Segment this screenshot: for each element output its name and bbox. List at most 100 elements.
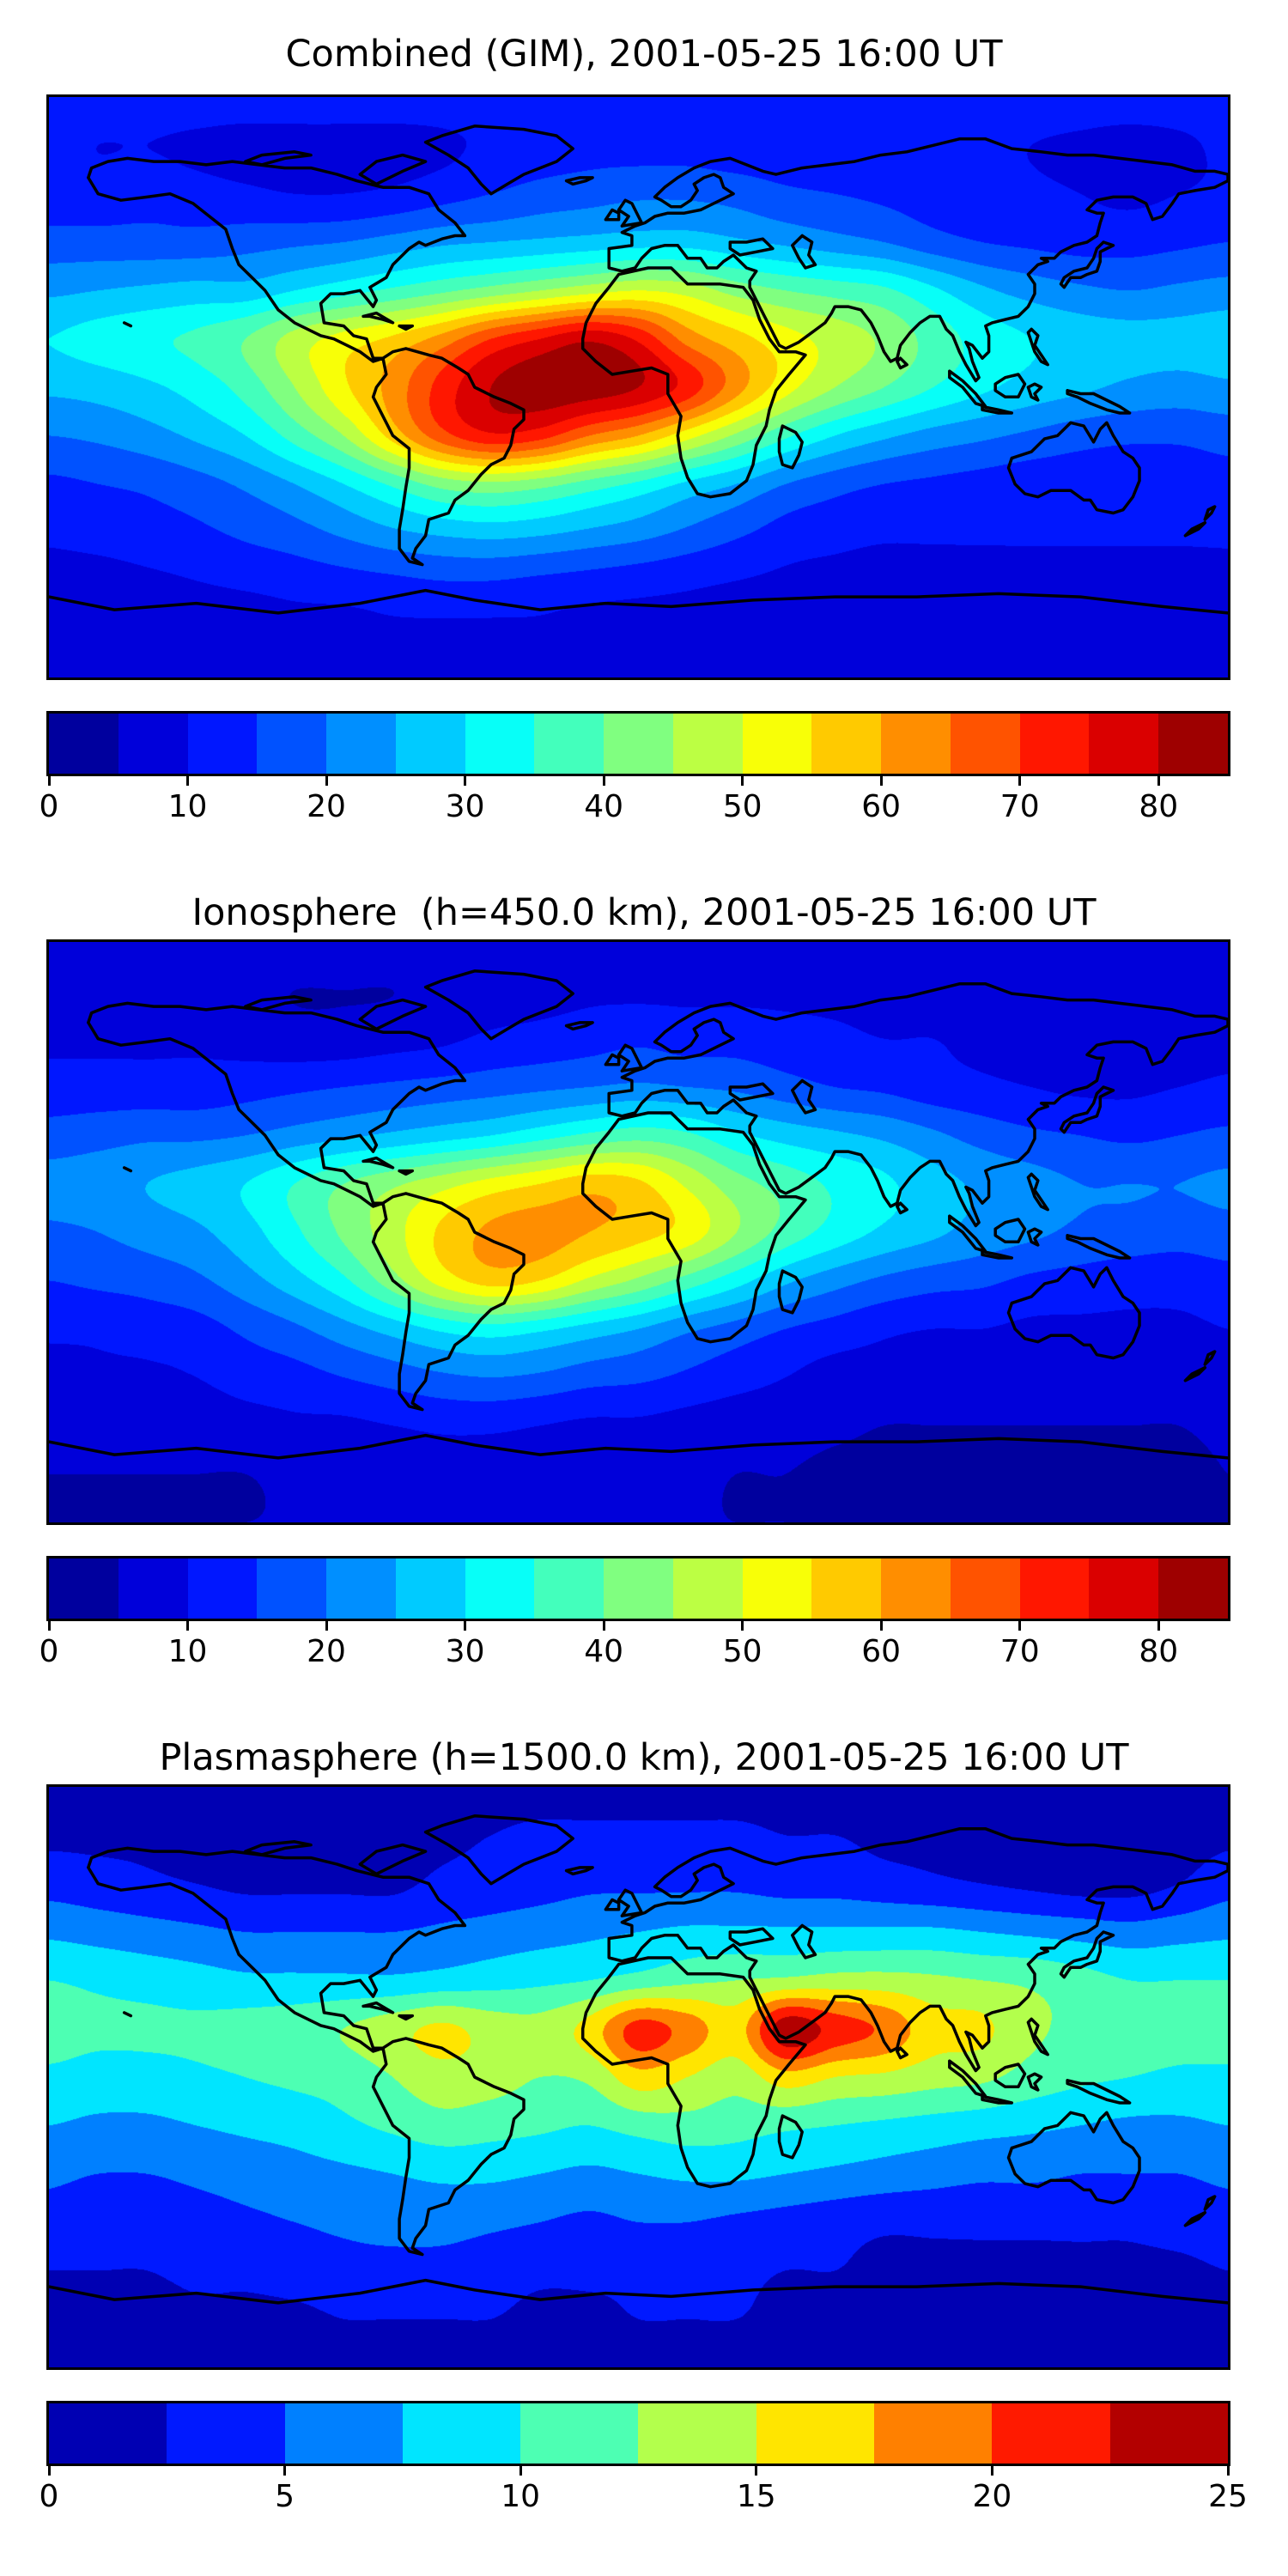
colorbar-tick	[990, 2464, 993, 2476]
colorbar-segment	[395, 1558, 465, 1619]
coastline-path	[49, 125, 1228, 615]
colorbar-segment	[742, 714, 812, 774]
colorbar-tick	[186, 1619, 190, 1631]
colorbar-segment	[1089, 714, 1159, 774]
colorbar-segment	[811, 714, 882, 774]
colorbar-segment	[118, 714, 188, 774]
panel-title-combined: Combined (GIM), 2001-05-25 16:00 UT	[285, 33, 1003, 76]
colorbar-tick-label: 30	[445, 789, 485, 824]
colorbar-segment	[402, 2403, 521, 2464]
colorbar-tick	[325, 1619, 328, 1631]
colorbar-segment	[1158, 1558, 1229, 1619]
colorbar-tick	[602, 1619, 605, 1631]
colorbar-segment	[881, 714, 951, 774]
colorbar-tick	[1018, 1619, 1022, 1631]
colorbar-ionosphere: 0 10 20 30 40 50 60 70 80	[39, 1556, 1230, 1668]
colorbar-tick-label: 70	[999, 1634, 1040, 1669]
colorbar-gradient	[49, 2403, 1228, 2464]
colorbar-segment	[49, 2403, 167, 2464]
colorbar-combined: 0 10 20 30 40 50 60 70 80	[39, 711, 1230, 823]
colorbar-segment	[167, 2403, 285, 2464]
colorbar-segment	[672, 1558, 743, 1619]
colorbar-segment	[465, 714, 535, 774]
colorbar-tick	[519, 2464, 522, 2476]
colorbar-tick	[47, 2464, 51, 2476]
colorbar-segment	[118, 1558, 188, 1619]
colorbar-tick	[1157, 774, 1160, 786]
tec-map-ionosphere	[46, 939, 1230, 1525]
colorbar-tick-label: 60	[861, 1634, 902, 1669]
coastline-path	[49, 1814, 1228, 2305]
colorbar-tick-label: 40	[584, 1634, 624, 1669]
colorbar-segment	[326, 1558, 396, 1619]
colorbar-tick-label: 0	[39, 1634, 59, 1669]
colorbar-segment	[742, 1558, 812, 1619]
colorbar-tick	[1018, 774, 1022, 786]
colorbar-tick-label: 40	[584, 789, 624, 824]
panel-title-plasmasphere: Plasmasphere (h=1500.0 km), 2001-05-25 1…	[159, 1736, 1129, 1779]
colorbar-tick-label: 10	[501, 2479, 541, 2514]
colorbar-segment	[881, 1558, 951, 1619]
colorbar-tick	[283, 2464, 287, 2476]
world-coastlines-overlay	[49, 1814, 1228, 2305]
colorbar-gradient	[49, 1558, 1229, 1619]
colorbar-tick-label: 20	[307, 789, 346, 824]
panel-title-ionosphere: Ionosphere (h=450.0 km), 2001-05-25 16:0…	[191, 891, 1097, 934]
colorbar-tick-label: 70	[999, 789, 1040, 824]
colorbar-tick	[47, 1619, 51, 1631]
colorbar-segment	[534, 714, 605, 774]
colorbar-tick	[1226, 2464, 1230, 2476]
colorbar-segment	[49, 1558, 118, 1619]
colorbar-tick	[879, 1619, 883, 1631]
colorbar-segment	[992, 2403, 1110, 2464]
colorbar-tick-label: 10	[167, 1634, 208, 1669]
colorbar-segment	[756, 2403, 875, 2464]
colorbar-tick	[464, 1619, 467, 1631]
colorbar-segment	[1158, 714, 1229, 774]
colorbar-tick-label: 0	[39, 789, 59, 824]
colorbar-segment	[950, 1558, 1020, 1619]
tec-map-plasmasphere	[46, 1784, 1230, 2370]
colorbar-tick	[741, 774, 744, 786]
colorbar-segment	[1019, 714, 1090, 774]
colorbar-tick-label: 50	[722, 1634, 762, 1669]
colorbar-segment	[187, 714, 258, 774]
colorbar-tick	[186, 774, 190, 786]
colorbar-tick	[741, 1619, 744, 1631]
colorbar-segment	[604, 714, 673, 774]
colorbar-segment	[1109, 2403, 1228, 2464]
coastline-path	[49, 969, 1228, 1460]
colorbar-tick-label: 0	[39, 2479, 59, 2514]
colorbar-segment	[1019, 1558, 1090, 1619]
colorbar-tick-label: 10	[167, 789, 208, 824]
colorbar-tick	[464, 774, 467, 786]
colorbar-tick-label: 30	[445, 1634, 485, 1669]
colorbar-tick-label: 5	[275, 2479, 295, 2514]
colorbar-segment	[520, 2403, 639, 2464]
tec-map-combined	[46, 94, 1230, 680]
colorbar-segment	[534, 1558, 605, 1619]
colorbar-segment	[284, 2403, 403, 2464]
colorbar-segment	[49, 714, 118, 774]
colorbar-tick	[325, 774, 328, 786]
colorbar-segment	[1089, 1558, 1159, 1619]
colorbar-segment	[257, 1558, 327, 1619]
colorbar-segment	[638, 2403, 756, 2464]
colorbar-tick-label: 60	[861, 789, 902, 824]
colorbar-segment	[950, 714, 1020, 774]
colorbar-tick-label: 50	[722, 789, 762, 824]
colorbar-tick	[1157, 1619, 1160, 1631]
colorbar-segment	[465, 1558, 535, 1619]
colorbar-tick	[755, 2464, 758, 2476]
colorbar-segment	[604, 1558, 673, 1619]
colorbar-gradient	[49, 714, 1229, 774]
colorbar-tick-label: 15	[736, 2479, 776, 2514]
colorbar-plasmasphere: 0 5 10 15 20 25	[39, 2401, 1248, 2513]
colorbar-tick-label: 80	[1139, 1634, 1179, 1669]
world-coastlines-overlay	[49, 969, 1228, 1460]
colorbar-tick-label: 80	[1139, 789, 1179, 824]
colorbar-segment	[395, 714, 465, 774]
colorbar-tick-label: 20	[307, 1634, 346, 1669]
colorbar-segment	[257, 714, 327, 774]
